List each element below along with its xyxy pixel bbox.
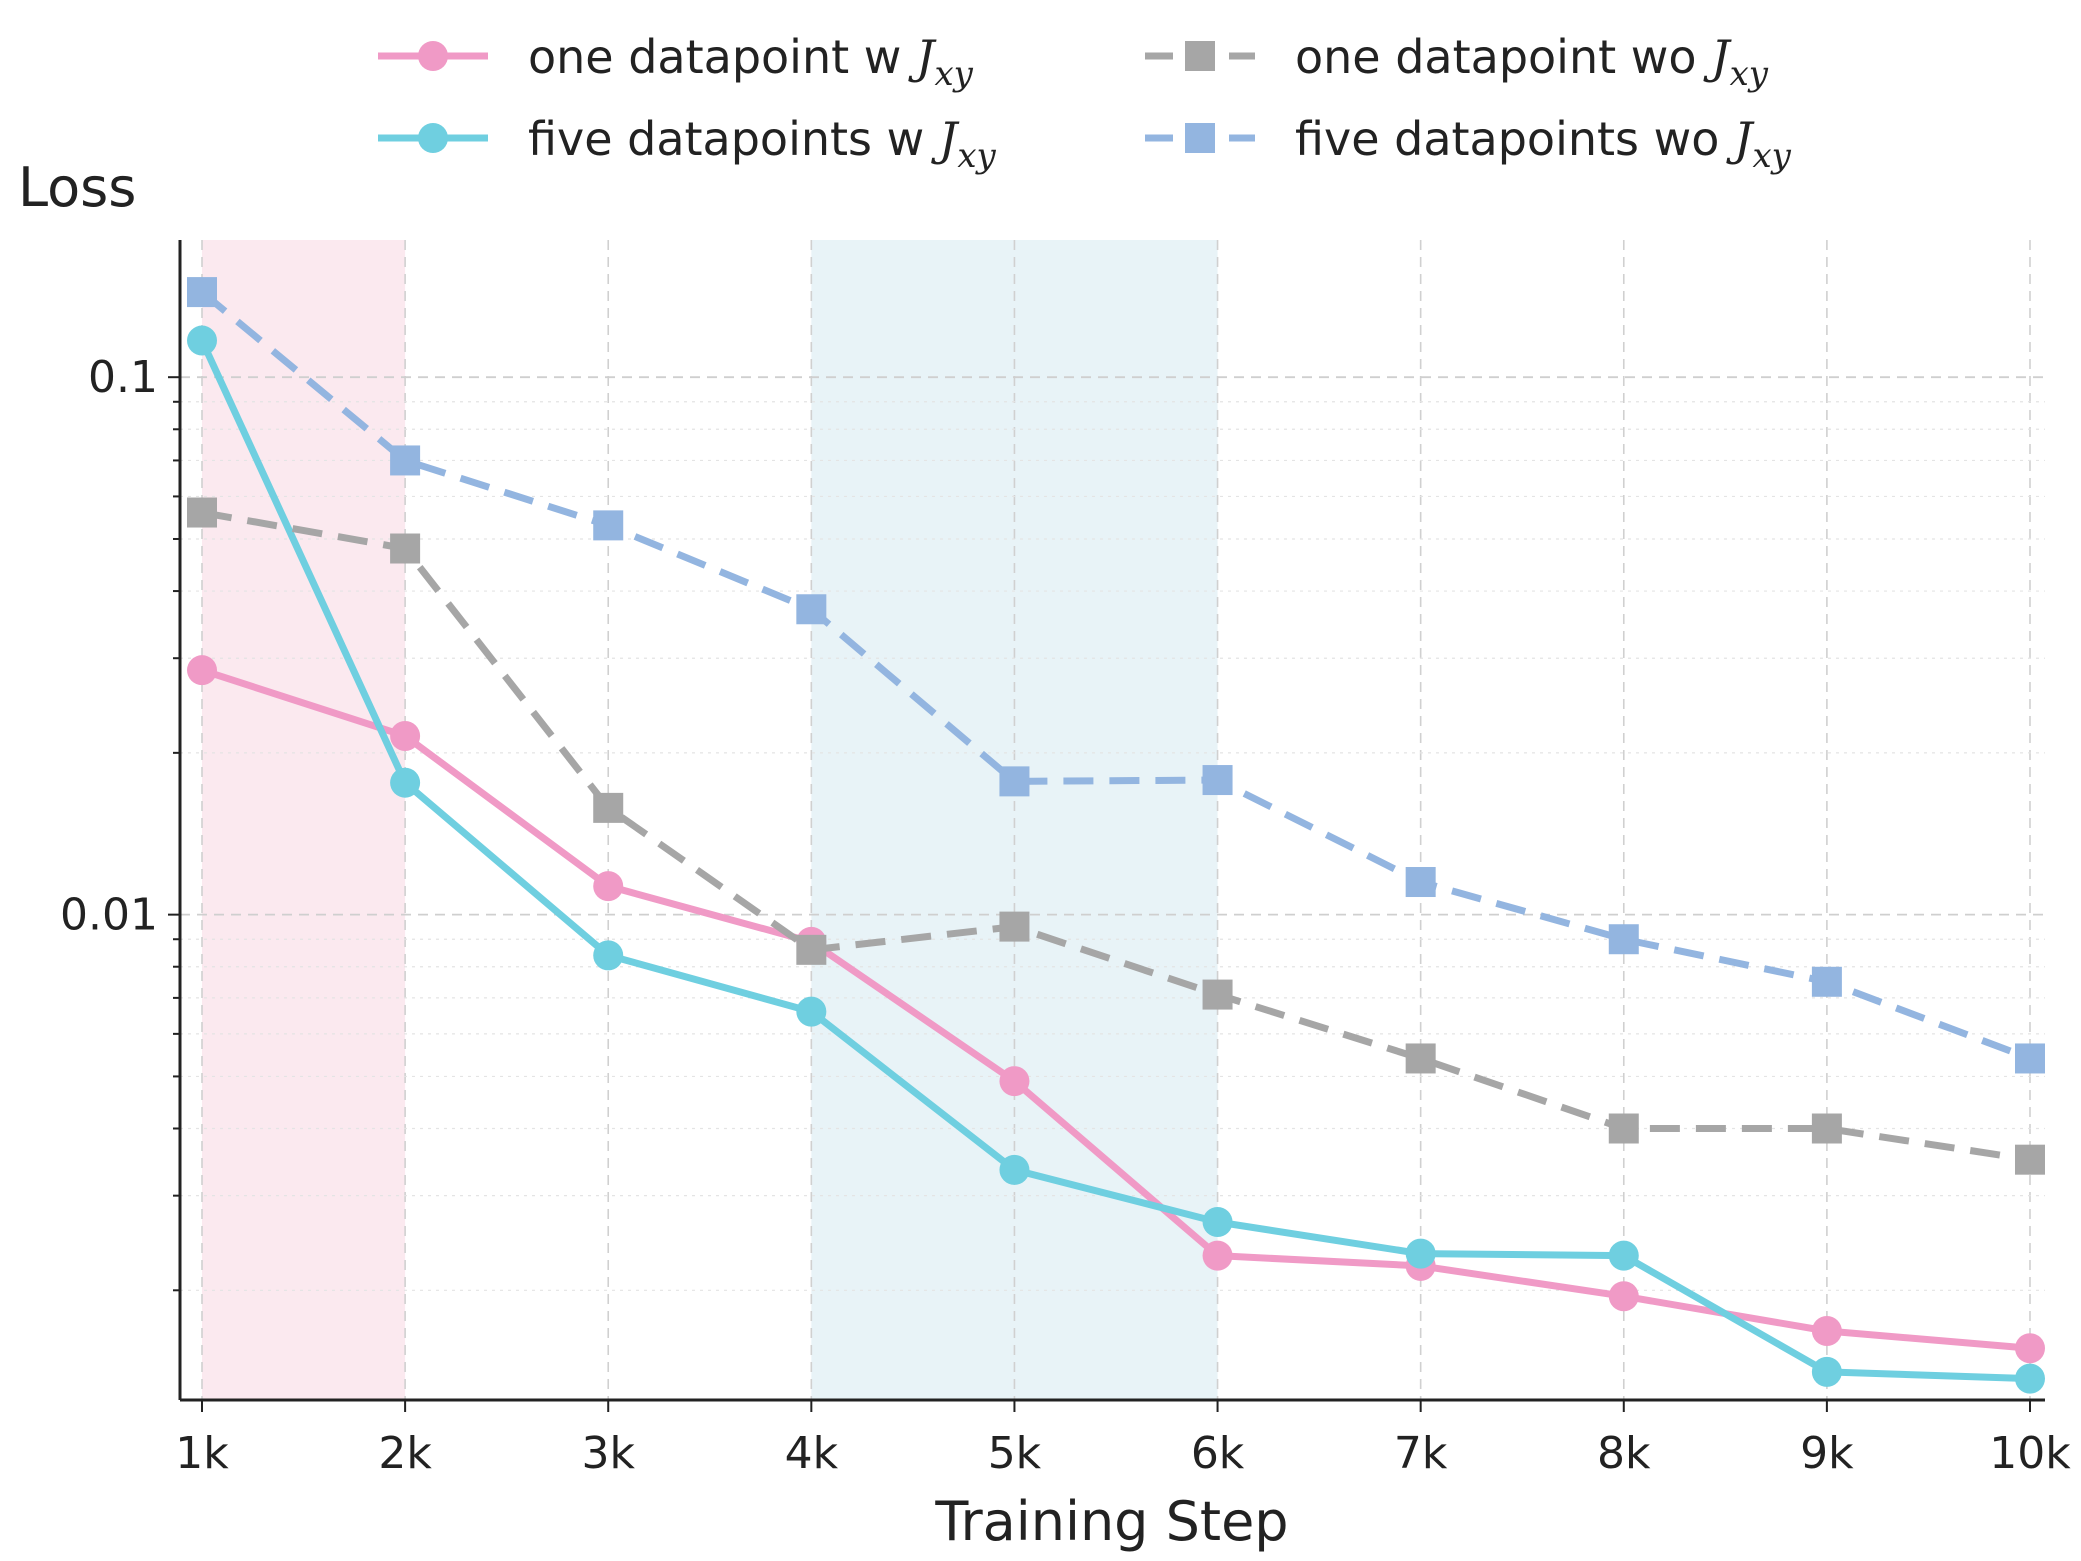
data-point-square: [1811, 1113, 1842, 1144]
five-datapoints-w-series: [187, 325, 2045, 1394]
legend-math-subscript: xy: [1730, 54, 1769, 94]
data-point-square: [187, 277, 217, 308]
five-datapoints-wo-series: [187, 277, 2045, 1074]
series-line: [199, 289, 2032, 1062]
data-point-circle: [390, 767, 421, 798]
data-point-circle: [1608, 1240, 1639, 1271]
y-axis-title: Loss: [18, 156, 136, 219]
data-point-square: [390, 533, 421, 564]
data-point-circle: [2015, 1363, 2045, 1394]
data-point-circle: [1202, 1206, 1233, 1237]
data-point-circle: [796, 996, 827, 1027]
data-point-square: [796, 594, 827, 625]
legend-label: five datapoints w Jxy: [528, 112, 997, 176]
legend-item: one datapoint wo Jxy: [1145, 30, 1769, 94]
data-point-square: [593, 792, 624, 823]
legend-math-subscript: xy: [934, 54, 973, 94]
data-point-square: [1202, 979, 1233, 1010]
data-point-circle: [999, 1154, 1030, 1185]
data-point-circle: [2015, 1333, 2045, 1364]
axes: [178, 240, 2045, 1402]
data-point-square: [1608, 1113, 1639, 1144]
data-point-square: [2015, 1043, 2045, 1074]
x-tick-label: 10k: [1989, 1428, 2071, 1479]
series-group: [187, 277, 2045, 1394]
data-point-circle: [187, 325, 217, 356]
data-point-circle: [1405, 1238, 1436, 1269]
data-point-circle: [187, 655, 217, 686]
legend: one datapoint w Jxy five datapoints w Jxy…: [378, 30, 1792, 176]
legend-label-text: five datapoints w: [528, 112, 939, 166]
data-point-square: [1405, 867, 1436, 898]
data-point-circle: [593, 940, 624, 971]
y-tick-label: 0.01: [60, 890, 158, 941]
legend-label: one datapoint w Jxy: [528, 30, 974, 94]
x-tick-label: 1k: [175, 1428, 229, 1479]
legend-math-subscript: xy: [957, 136, 996, 176]
x-tick-label: 2k: [378, 1428, 432, 1479]
legend-label-text: one datapoint wo: [1295, 30, 1711, 84]
grid-lines: [180, 240, 2045, 1400]
data-point-circle: [1608, 1281, 1639, 1312]
x-tick-label: 7k: [1394, 1428, 1448, 1479]
legend-label-text: five datapoints wo: [1295, 112, 1734, 166]
legend-item: one datapoint w Jxy: [378, 30, 974, 94]
data-point-circle: [999, 1066, 1030, 1097]
data-point-square: [796, 934, 827, 965]
data-point-square: [1202, 765, 1233, 796]
legend-item: five datapoints wo Jxy: [1145, 112, 1792, 176]
data-point-square: [187, 497, 217, 528]
legend-marker-circle: [418, 123, 448, 153]
data-point-square: [390, 445, 421, 476]
legend-item: five datapoints w Jxy: [378, 112, 997, 176]
data-point-square: [2015, 1144, 2045, 1175]
y-tick-label: 0.1: [88, 352, 158, 403]
x-tick-label: 8k: [1597, 1428, 1651, 1479]
x-tick-label: 6k: [1191, 1428, 1245, 1479]
data-point-circle: [1811, 1315, 1842, 1346]
data-point-square: [999, 766, 1030, 797]
data-point-square: [593, 510, 624, 541]
data-point-square: [1608, 924, 1639, 955]
legend-marker-square: [1185, 123, 1215, 153]
data-point-circle: [1811, 1356, 1842, 1387]
x-tick-label: 9k: [1800, 1428, 1854, 1479]
shaded-region-1: [202, 240, 406, 1400]
data-point-square: [999, 911, 1030, 942]
series-line: [201, 509, 2031, 1164]
data-point-square: [1811, 966, 1842, 997]
x-tick-label: 5k: [988, 1428, 1042, 1479]
x-tick-label: 3k: [581, 1428, 635, 1479]
legend-label: one datapoint wo Jxy: [1295, 30, 1769, 94]
legend-marker-circle: [418, 41, 448, 71]
one-datapoint-wo-series: [187, 497, 2045, 1175]
legend-marker-square: [1185, 41, 1215, 71]
axis-ticks: 0.1 0.01 1k 2k 3k 4k 5k 6k 7k 8k 9k 10k: [60, 352, 2071, 1479]
data-point-circle: [1202, 1240, 1233, 1271]
series-line: [198, 337, 2034, 1383]
data-point-circle: [593, 871, 624, 902]
x-tick-label: 4k: [785, 1428, 839, 1479]
data-point-square: [1405, 1043, 1436, 1074]
legend-label-text: one datapoint w: [528, 30, 916, 84]
data-point-circle: [390, 720, 421, 751]
x-axis-title: Training Step: [934, 1490, 1288, 1553]
legend-label: five datapoints wo Jxy: [1295, 112, 1792, 176]
legend-math-subscript: xy: [1752, 136, 1791, 176]
